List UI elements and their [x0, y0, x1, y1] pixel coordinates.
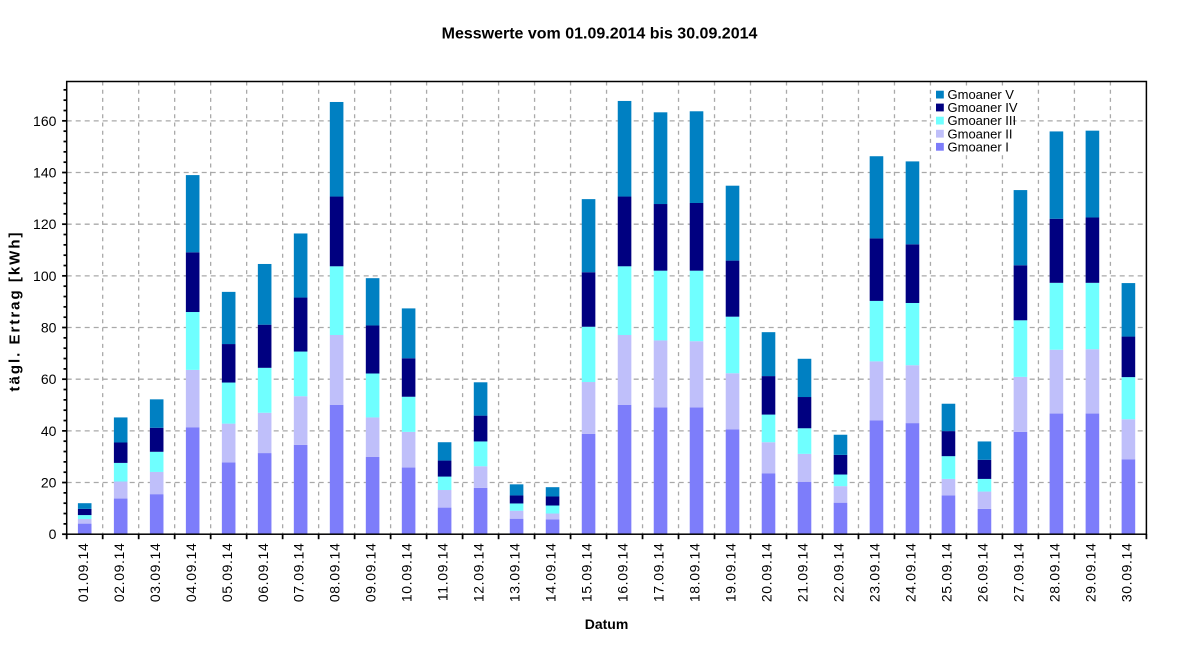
svg-text:0: 0: [49, 526, 57, 542]
svg-text:20.09.14: 20.09.14: [759, 543, 775, 603]
svg-text:Gmoaner IV: Gmoaner IV: [948, 100, 1018, 115]
svg-text:18.09.14: 18.09.14: [687, 543, 703, 603]
svg-text:24.09.14: 24.09.14: [903, 543, 919, 603]
svg-text:12.09.14: 12.09.14: [471, 543, 487, 603]
svg-text:Gmoaner V: Gmoaner V: [948, 87, 1015, 102]
svg-text:11.09.14: 11.09.14: [435, 543, 451, 602]
svg-text:22.09.14: 22.09.14: [831, 543, 847, 603]
svg-text:Messwerte vom 01.09.2014 bis 3: Messwerte vom 01.09.2014 bis 30.09.2014: [442, 25, 758, 42]
svg-text:09.09.14: 09.09.14: [363, 543, 379, 603]
svg-text:04.09.14: 04.09.14: [183, 543, 199, 603]
svg-text:15.09.14: 15.09.14: [579, 543, 595, 603]
svg-text:80: 80: [41, 320, 57, 336]
svg-text:Datum: Datum: [585, 616, 629, 632]
svg-text:20: 20: [41, 475, 57, 491]
svg-text:23.09.14: 23.09.14: [867, 543, 883, 603]
svg-text:30.09.14: 30.09.14: [1119, 543, 1135, 603]
svg-text:16.09.14: 16.09.14: [615, 543, 631, 603]
svg-text:17.09.14: 17.09.14: [651, 543, 667, 603]
svg-text:Gmoaner III: Gmoaner III: [948, 113, 1017, 128]
svg-text:21.09.14: 21.09.14: [795, 543, 811, 603]
svg-text:19.09.14: 19.09.14: [723, 543, 739, 603]
svg-text:Gmoaner I: Gmoaner I: [948, 139, 1009, 154]
svg-text:100: 100: [33, 268, 57, 284]
svg-text:140: 140: [33, 165, 57, 181]
svg-text:06.09.14: 06.09.14: [255, 543, 271, 603]
svg-text:03.09.14: 03.09.14: [147, 543, 163, 603]
svg-text:160: 160: [33, 113, 57, 129]
svg-text:60: 60: [41, 371, 57, 387]
svg-text:13.09.14: 13.09.14: [507, 543, 523, 603]
svg-text:08.09.14: 08.09.14: [327, 543, 343, 603]
svg-text:02.09.14: 02.09.14: [111, 543, 127, 603]
svg-text:tägl. Ertrag [kWh]: tägl. Ertrag [kWh]: [7, 230, 24, 391]
svg-text:27.09.14: 27.09.14: [1011, 543, 1027, 603]
svg-text:05.09.14: 05.09.14: [219, 543, 235, 603]
svg-text:29.09.14: 29.09.14: [1083, 543, 1099, 603]
svg-text:Gmoaner II: Gmoaner II: [948, 126, 1013, 141]
svg-text:10.09.14: 10.09.14: [399, 543, 415, 603]
svg-text:01.09.14: 01.09.14: [75, 543, 91, 603]
svg-text:28.09.14: 28.09.14: [1047, 543, 1063, 603]
svg-text:14.09.14: 14.09.14: [543, 543, 559, 603]
svg-text:120: 120: [33, 216, 57, 232]
svg-text:40: 40: [41, 423, 57, 439]
svg-text:26.09.14: 26.09.14: [975, 543, 991, 603]
svg-text:07.09.14: 07.09.14: [291, 543, 307, 603]
svg-text:25.09.14: 25.09.14: [939, 543, 955, 603]
